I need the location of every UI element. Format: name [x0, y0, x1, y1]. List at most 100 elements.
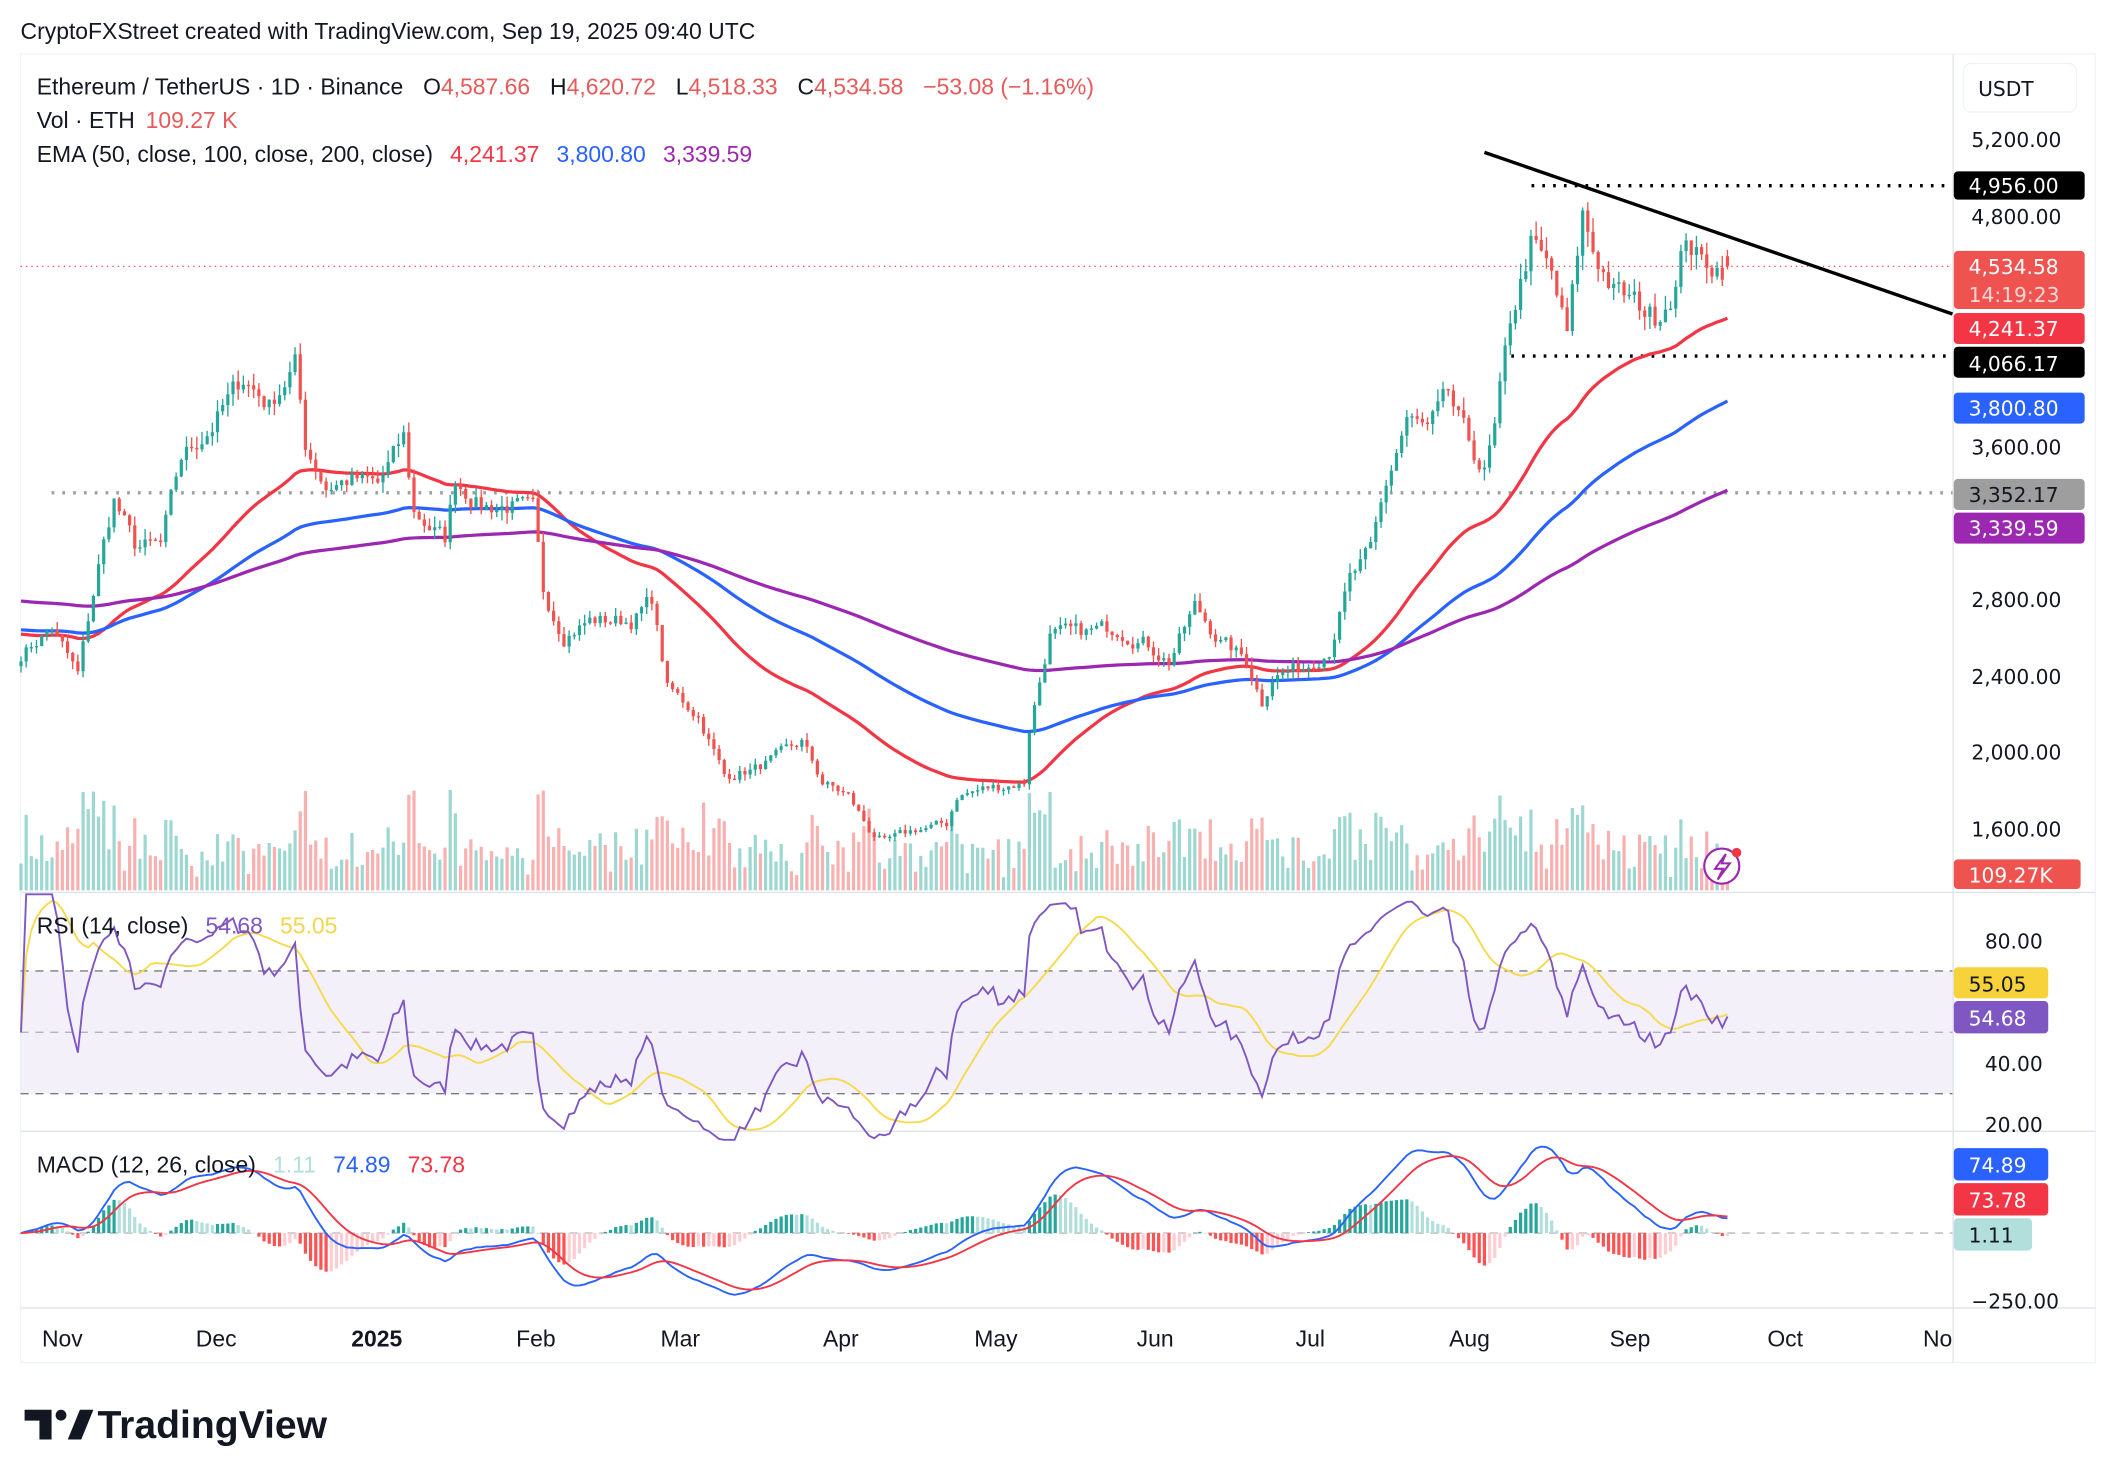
svg-text:4,241.37: 4,241.37 [1969, 317, 2059, 341]
macd-histogram-bar [55, 1226, 59, 1234]
macd-histogram-bar [1400, 1199, 1404, 1234]
macd-histogram-bar [1131, 1233, 1135, 1250]
candle-body [184, 446, 189, 460]
volume-bar [696, 851, 701, 891]
macd-histogram-bar [288, 1233, 292, 1244]
macd-histogram-bar [1446, 1227, 1450, 1234]
macd-histogram-bar [645, 1217, 649, 1234]
candle-body [1715, 267, 1719, 277]
macd-histogram-bar [546, 1233, 551, 1253]
macd-histogram-bar [1622, 1233, 1626, 1257]
macd-histogram-bar [965, 1216, 969, 1234]
candle-body [1157, 655, 1161, 661]
volume-bar [701, 802, 706, 891]
volume-bar [857, 841, 861, 891]
time-axis-label: 2025 [351, 1325, 402, 1351]
candle-body [1100, 621, 1104, 626]
macd-histogram-bar [562, 1233, 566, 1265]
candle-body [691, 710, 695, 717]
candle-body [1529, 235, 1533, 272]
candle-body [1094, 625, 1099, 629]
candle-body [955, 800, 959, 812]
candle-body [986, 786, 990, 789]
macd-tick: −250.00 [1971, 1290, 2059, 1314]
candle-body [639, 607, 644, 614]
macd-histogram-bar [133, 1216, 137, 1234]
volume-bar [552, 847, 556, 891]
tag-rsi-ma: 55.05 [1953, 967, 2049, 999]
legend-ema: EMA (50, close, 100, close, 200, close) … [37, 141, 752, 167]
candle-body [903, 829, 907, 834]
macd-histogram-bar [122, 1203, 127, 1234]
volume-bar [888, 858, 892, 891]
time-axis[interactable]: Nov Dec 2025 Feb Mar Apr May Jun Jul Aug Sep Oct No [42, 1325, 1952, 1351]
macd-histogram-bar [76, 1233, 80, 1239]
svg-text:4,534.58: 4,534.58 [1969, 255, 2059, 279]
macd-histogram-bar [469, 1228, 473, 1234]
volume-bar [1032, 812, 1037, 891]
macd-histogram-bar [1353, 1206, 1357, 1234]
macd-histogram-bar [764, 1225, 768, 1234]
macd-histogram-bar [1477, 1233, 1481, 1263]
candle-body [577, 625, 582, 636]
macd-histogram-bar [1203, 1232, 1207, 1234]
candle-body [1425, 422, 1430, 424]
macd-histogram-bar [443, 1233, 447, 1248]
time-axis-label: Oct [1767, 1325, 1803, 1351]
volume-bar [1074, 871, 1078, 891]
candle-body [1353, 570, 1357, 573]
volume-bar [308, 844, 313, 891]
candle-body [1684, 240, 1688, 252]
candle-body [851, 793, 856, 805]
drawings [1483, 150, 1953, 316]
macd-histogram-bar [614, 1227, 618, 1234]
volume-bar [562, 845, 566, 891]
macd-histogram-bar [634, 1222, 638, 1234]
macd-histogram-bar [779, 1216, 783, 1234]
volume-bar [670, 843, 675, 891]
candle-body [1167, 658, 1171, 666]
candle-body [169, 489, 173, 515]
macd-histogram-bar [774, 1218, 778, 1234]
candle-body [1239, 647, 1243, 655]
candle-body [867, 820, 871, 833]
volume-bar [117, 841, 121, 891]
lightning-icon[interactable] [1703, 847, 1742, 885]
volume-bar [924, 866, 928, 891]
macd-histogram-bar [334, 1233, 339, 1269]
volume-bar [1322, 854, 1326, 891]
candle-body [1301, 670, 1306, 672]
macd-histogram-bar [810, 1218, 814, 1234]
candle-body [1063, 623, 1068, 626]
macd-histogram-bar [1648, 1233, 1652, 1259]
currency-label[interactable]: USDT [1978, 77, 2034, 101]
currency-button[interactable] [1962, 62, 2078, 113]
candle-body [1369, 541, 1373, 549]
candle-body [303, 399, 308, 450]
candle-body [1022, 782, 1026, 785]
volume-bar [872, 832, 876, 891]
volume-bar [1270, 839, 1275, 891]
volume-bar [1079, 835, 1083, 891]
macd-histogram-bar [1275, 1233, 1280, 1247]
candle-body [1725, 256, 1730, 267]
tradingview-logo-icon [24, 1409, 52, 1440]
candle-body [489, 505, 494, 513]
candle-body [1208, 621, 1212, 635]
candle-body [795, 745, 799, 748]
macd-histogram-bar [991, 1219, 995, 1234]
volume-bar [45, 860, 49, 891]
candle-body [1472, 440, 1476, 461]
macd-histogram-bar [510, 1228, 514, 1234]
macd-histogram-bar [314, 1233, 318, 1267]
volume-bar [1239, 861, 1243, 891]
candle-body [758, 764, 763, 770]
tag-last-price: 4,534.58 14:19:23 [1953, 250, 2085, 309]
macd-histogram-bar [1043, 1202, 1047, 1234]
macd-histogram-bar [520, 1226, 525, 1234]
volume-bar [19, 863, 23, 891]
candle-body [1384, 485, 1388, 503]
svg-text:4,956.00: 4,956.00 [1969, 174, 2059, 198]
macd-histogram-bar [458, 1229, 463, 1234]
